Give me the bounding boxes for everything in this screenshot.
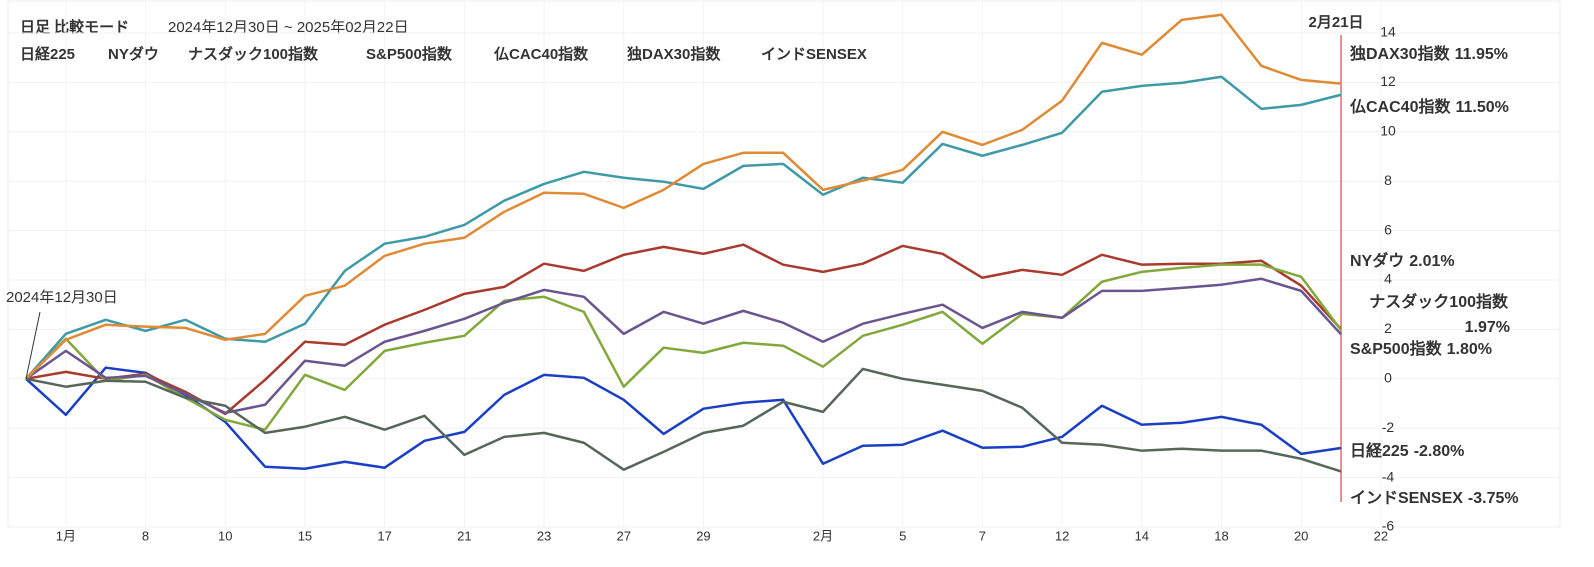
x-tick-label: 12 <box>1055 528 1069 543</box>
series-line <box>25 13 1342 380</box>
legend-entry: 独DAX30指数 <box>627 45 721 63</box>
x-tick-label: 15 <box>298 528 312 543</box>
x-tick-label: 27 <box>617 528 631 543</box>
end-label-value: 1.80% <box>1447 341 1492 358</box>
x-tick-label: 5 <box>899 528 906 543</box>
series-line <box>25 263 1343 431</box>
legend-entry: S&P500指数 <box>366 45 453 63</box>
y-tick-label: 2 <box>1384 320 1392 336</box>
series-line <box>25 367 1342 473</box>
chart-title: 日足 比較モード <box>20 18 129 36</box>
y-tick-label: 4 <box>1384 271 1392 287</box>
legend-entry: 日経225 <box>20 45 75 63</box>
end-label-value: -2.80% <box>1414 443 1465 460</box>
x-tick-label: 20 <box>1294 528 1308 543</box>
end-label-value: 11.95% <box>1455 46 1508 63</box>
x-tick-label: 21 <box>457 528 471 543</box>
x-tick-label: 17 <box>377 528 391 543</box>
chart-subtitle: 2024年12月30日 ~ 2025年02月22日 <box>168 19 409 36</box>
series-line <box>25 75 1342 380</box>
x-tick-label: 8 <box>142 528 149 543</box>
x-tick-label: 2月 <box>813 528 833 543</box>
y-tick-label: -2 <box>1382 419 1395 435</box>
y-tick-label: 10 <box>1380 123 1396 139</box>
x-tick-label: 29 <box>696 528 710 543</box>
y-tick-label: 0 <box>1384 370 1392 386</box>
x-tick-label: 1月 <box>56 528 76 543</box>
end-label-name: 仏CAC40指数 <box>1350 97 1451 116</box>
x-tick-label: 10 <box>218 528 232 543</box>
end-label-name: 日経225 <box>1350 441 1409 460</box>
end-label-name: S&P500指数 <box>1350 339 1443 358</box>
legend-entry: インドSENSEX <box>761 46 867 63</box>
y-tick-label: 14 <box>1380 24 1396 40</box>
y-tick-label: -4 <box>1382 468 1395 484</box>
series-line <box>25 277 1342 415</box>
x-tick-label: 23 <box>537 528 551 543</box>
start-annotation: 2024年12月30日 <box>6 289 118 306</box>
legend-entry: NYダウ <box>108 45 159 63</box>
end-label-value: 11.50% <box>1455 99 1508 116</box>
x-tick-label: 22 <box>1374 528 1388 543</box>
y-tick-label: 6 <box>1384 221 1392 237</box>
end-label-name: 独DAX30指数 <box>1350 44 1451 63</box>
y-tick-label: 8 <box>1384 172 1392 188</box>
x-tick-label: 18 <box>1214 528 1228 543</box>
end-label-name: インドSENSEX <box>1350 490 1463 507</box>
y-tick-label: -6 <box>1382 518 1395 534</box>
x-tick-label: 14 <box>1135 528 1149 543</box>
end-label-name: NYダウ <box>1350 251 1404 270</box>
x-tick-label: 7 <box>979 528 986 543</box>
legend-entry: ナスダック100指数 <box>188 45 319 63</box>
legend-entry: 仏CAC40指数 <box>494 45 589 63</box>
end-label-value: 2.01% <box>1409 253 1454 270</box>
cursor-label: 2月21日 <box>1309 14 1364 31</box>
end-label-name: ナスダック100指数 <box>1369 292 1509 311</box>
end-label-value: 1.97% <box>1465 319 1510 336</box>
series-line <box>25 366 1342 470</box>
y-tick-label: 12 <box>1380 73 1396 89</box>
end-label-value: -3.75% <box>1468 490 1519 507</box>
series-line <box>25 243 1342 416</box>
annotation-leader <box>25 311 41 379</box>
